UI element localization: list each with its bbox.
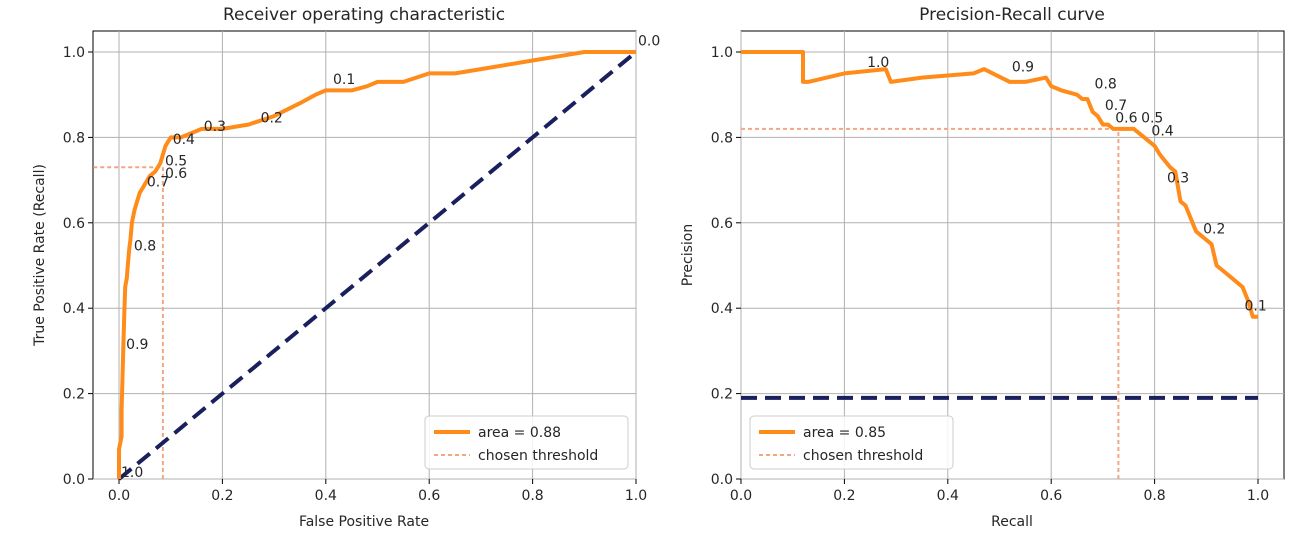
pr-threshold-point-label: 0.8 xyxy=(1095,76,1117,92)
pr-x-tick-label: 0.6 xyxy=(1040,488,1062,504)
roc-threshold-point-label: 0.8 xyxy=(134,239,156,255)
pr-threshold-point-label: 0.9 xyxy=(1012,59,1034,75)
roc-grid xyxy=(93,31,637,480)
roc-threshold-point-label: 0.0 xyxy=(638,34,660,50)
roc-legend: area = 0.88 chosen threshold xyxy=(424,415,629,470)
roc-threshold-point-label: 0.6 xyxy=(165,166,187,182)
pr-ticks: 0.0 0.2 0.4 0.6 0.8 1.0 0.0 0.2 0.4 0.6 0.8 1.0 xyxy=(711,45,1269,504)
roc-threshold-point-label: 0.9 xyxy=(126,337,148,353)
pr-threshold-point-label: 0.1 xyxy=(1244,298,1266,314)
pr-legend-threshold-label: chosen threshold xyxy=(803,448,923,464)
pr-legend-area-label: area = 0.85 xyxy=(803,425,886,441)
roc-series xyxy=(93,50,638,481)
roc-threshold-point-label: 0.2 xyxy=(261,111,283,127)
pr-x-tick-label: 1.0 xyxy=(1247,488,1269,504)
roc-title: Receiver operating characteristic xyxy=(223,5,505,25)
pr-x-tick-label: 0.8 xyxy=(1143,488,1165,504)
roc-y-tick-label: 0.2 xyxy=(63,387,85,403)
pr-threshold-point-label: 0.2 xyxy=(1203,222,1225,238)
roc-baseline-line xyxy=(117,50,638,481)
pr-threshold-point-label: 0.5 xyxy=(1141,111,1163,127)
pr-y-axis-label: Precision xyxy=(680,224,696,286)
roc-legend-box xyxy=(424,415,629,470)
roc-ticks: 0.0 0.2 0.4 0.6 0.8 1.0 0.0 0.2 0.4 0.6 0.8 1.0 xyxy=(63,45,647,504)
roc-x-tick-label: 0.2 xyxy=(211,488,233,504)
pr-title: Precision-Recall curve xyxy=(919,5,1105,25)
pr-y-tick-label: 0.8 xyxy=(711,130,733,146)
roc-y-tick-label: 0.4 xyxy=(63,301,85,317)
roc-y-tick-label: 0.8 xyxy=(63,130,85,146)
pr-plot-area xyxy=(740,30,1285,480)
roc-plot-area xyxy=(92,30,637,480)
roc-y-tick-label: 1.0 xyxy=(63,45,85,61)
roc-y-tick-label: 0.6 xyxy=(63,216,85,232)
pr-chart: Precision-Recall curve Recall Precision … xyxy=(680,5,1285,530)
roc-x-tick-label: 0.8 xyxy=(521,488,543,504)
pr-legend: area = 0.85 chosen threshold xyxy=(749,415,954,470)
roc-curve-line xyxy=(117,50,636,479)
pr-legend-box xyxy=(749,415,954,470)
pr-grid xyxy=(740,31,1284,480)
roc-legend-threshold-label: chosen threshold xyxy=(478,448,598,464)
pr-x-axis-label: Recall xyxy=(991,514,1033,530)
pr-threshold-point-label: 0.6 xyxy=(1115,111,1137,127)
pr-x-tick-label: 0.0 xyxy=(730,488,752,504)
roc-threshold-point-label: 0.4 xyxy=(173,132,195,148)
pr-y-tick-label: 0.0 xyxy=(711,472,733,488)
pr-x-tick-label: 0.4 xyxy=(937,488,959,504)
pr-series xyxy=(741,50,1258,479)
pr-threshold-point-label: 0.7 xyxy=(1105,98,1127,114)
roc-x-tick-label: 0.6 xyxy=(418,488,440,504)
pr-y-tick-label: 0.4 xyxy=(711,301,733,317)
pr-y-tick-label: 1.0 xyxy=(711,45,733,61)
roc-y-tick-label: 0.0 xyxy=(63,472,85,488)
roc-threshold-point-label: 0.1 xyxy=(333,72,355,88)
roc-threshold-point-label: 1.0 xyxy=(121,465,143,481)
pr-threshold-point-label: 0.3 xyxy=(1167,170,1189,186)
roc-x-tick-label: 0.0 xyxy=(108,488,130,504)
roc-threshold-point-label: 0.3 xyxy=(204,119,226,135)
pr-threshold-point-label: 1.0 xyxy=(867,55,889,71)
pr-point-labels: 1.0 0.9 0.8 0.70.6 0.50.4 0.3 0.2 0.1 xyxy=(867,55,1267,314)
roc-x-axis-label: False Positive Rate xyxy=(299,514,429,530)
roc-legend-area-label: area = 0.88 xyxy=(478,425,561,441)
roc-chart: Receiver operating characteristic False … xyxy=(32,5,660,530)
roc-point-labels: 1.0 0.9 0.8 0.70.60.5 0.4 0.3 0.2 0.1 0.0 xyxy=(121,34,660,481)
pr-threshold-point-label: 0.4 xyxy=(1151,123,1173,139)
pr-curve-line xyxy=(741,50,1258,319)
roc-y-axis-label: True Positive Rate (Recall) xyxy=(32,164,48,347)
roc-x-tick-label: 1.0 xyxy=(625,488,647,504)
pr-x-tick-label: 0.2 xyxy=(833,488,855,504)
roc-threshold-point-label: 0.7 xyxy=(147,175,169,191)
pr-y-tick-label: 0.2 xyxy=(711,387,733,403)
roc-threshold-point-label: 0.5 xyxy=(165,153,187,169)
pr-y-tick-label: 0.6 xyxy=(711,216,733,232)
roc-x-tick-label: 0.4 xyxy=(315,488,337,504)
